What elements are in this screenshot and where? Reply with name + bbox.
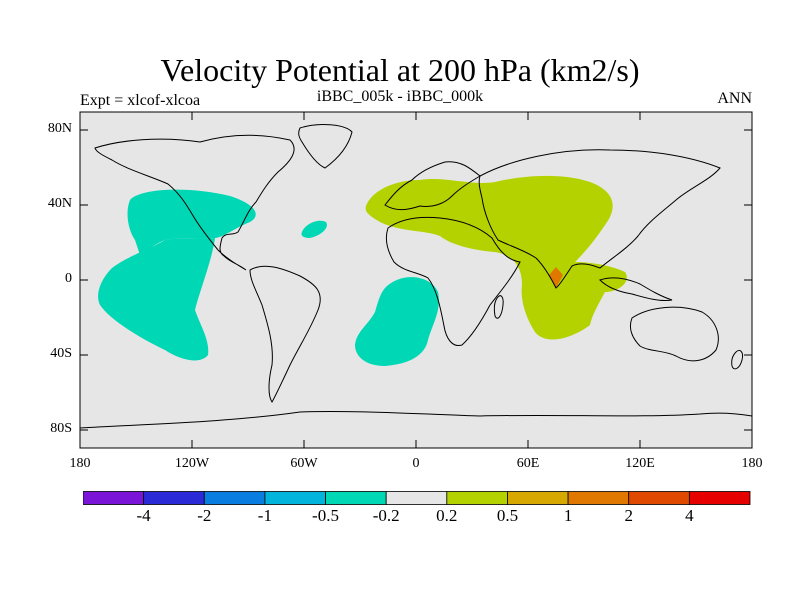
plot-title: Velocity Potential at 200 hPa (km2/s) xyxy=(160,52,640,88)
colorbar-label: -1 xyxy=(257,506,272,525)
colorbar-swatch xyxy=(628,491,690,505)
lat-ticks xyxy=(80,129,752,431)
colorbar-swatch xyxy=(264,491,326,505)
coast-greenland xyxy=(298,124,353,169)
colorbar-label: -2 xyxy=(197,506,212,525)
colorbar-swatch xyxy=(203,491,266,505)
colorbar-label: 4 xyxy=(685,506,694,525)
colorbar-label: 2 xyxy=(624,506,633,525)
coastlines xyxy=(79,124,753,429)
coast-asia xyxy=(478,149,721,289)
negative-region-mid-atlantic xyxy=(301,220,327,238)
colorbar-swatch xyxy=(688,491,751,505)
colorbar-swatch xyxy=(325,491,387,505)
lat-label-80n: 80N xyxy=(47,121,72,136)
coast-antarctica xyxy=(79,410,753,429)
coast-north-america xyxy=(94,134,295,271)
lon-ticks xyxy=(191,112,641,448)
coast-africa xyxy=(385,216,521,347)
lat-label-equator: 0 xyxy=(65,271,72,286)
lat-label-40s: 40S xyxy=(50,346,72,361)
lon-label-0: 0 xyxy=(412,456,420,471)
lon-label-120w: 120W xyxy=(174,456,210,471)
positive-region-eurasia-indian-ocean xyxy=(365,175,627,340)
negative-region-south-atlantic xyxy=(355,277,439,366)
lon-label-60w: 60W xyxy=(290,456,318,471)
colorbar xyxy=(83,491,751,505)
lon-label-120e: 120E xyxy=(625,456,655,471)
experiment-label: Expt = xlcof-xlcoa xyxy=(80,92,201,109)
colorbar-label: 0.2 xyxy=(436,506,458,525)
coast-madagascar xyxy=(493,295,504,319)
subtitle: iBBC_005k - iBBC_000k xyxy=(316,88,484,105)
lon-label-60e: 60E xyxy=(516,456,540,471)
colorbar-label: -0.5 xyxy=(312,506,339,525)
negative-region-north-pacific xyxy=(127,189,256,255)
colorbar-label: 1 xyxy=(563,506,573,525)
colorbar-swatch xyxy=(507,491,569,505)
coast-maritime-continent xyxy=(599,277,673,301)
colorbar-label: -0.2 xyxy=(372,506,400,525)
colorbar-swatch xyxy=(385,491,448,505)
colorbar-swatch xyxy=(143,491,205,505)
colorbar-swatch xyxy=(446,491,508,505)
negative-region-tropical-pacific xyxy=(98,238,215,361)
lat-label-80s: 80S xyxy=(50,421,72,436)
lon-label-180-right: 180 xyxy=(741,456,763,471)
colorbar-swatch xyxy=(567,491,630,505)
colorbar-label: 0.5 xyxy=(496,506,519,525)
coast-new-zealand xyxy=(731,349,743,370)
lon-label-180-left: 180 xyxy=(69,456,91,471)
strong-positive-spot-india xyxy=(549,267,563,288)
coast-south-america xyxy=(249,265,321,403)
lat-label-40n: 40N xyxy=(47,196,72,211)
coast-australia xyxy=(629,306,719,362)
colorbar-label: -4 xyxy=(136,506,151,525)
colorbar-swatch xyxy=(83,491,145,505)
season-label: ANN xyxy=(717,90,752,107)
